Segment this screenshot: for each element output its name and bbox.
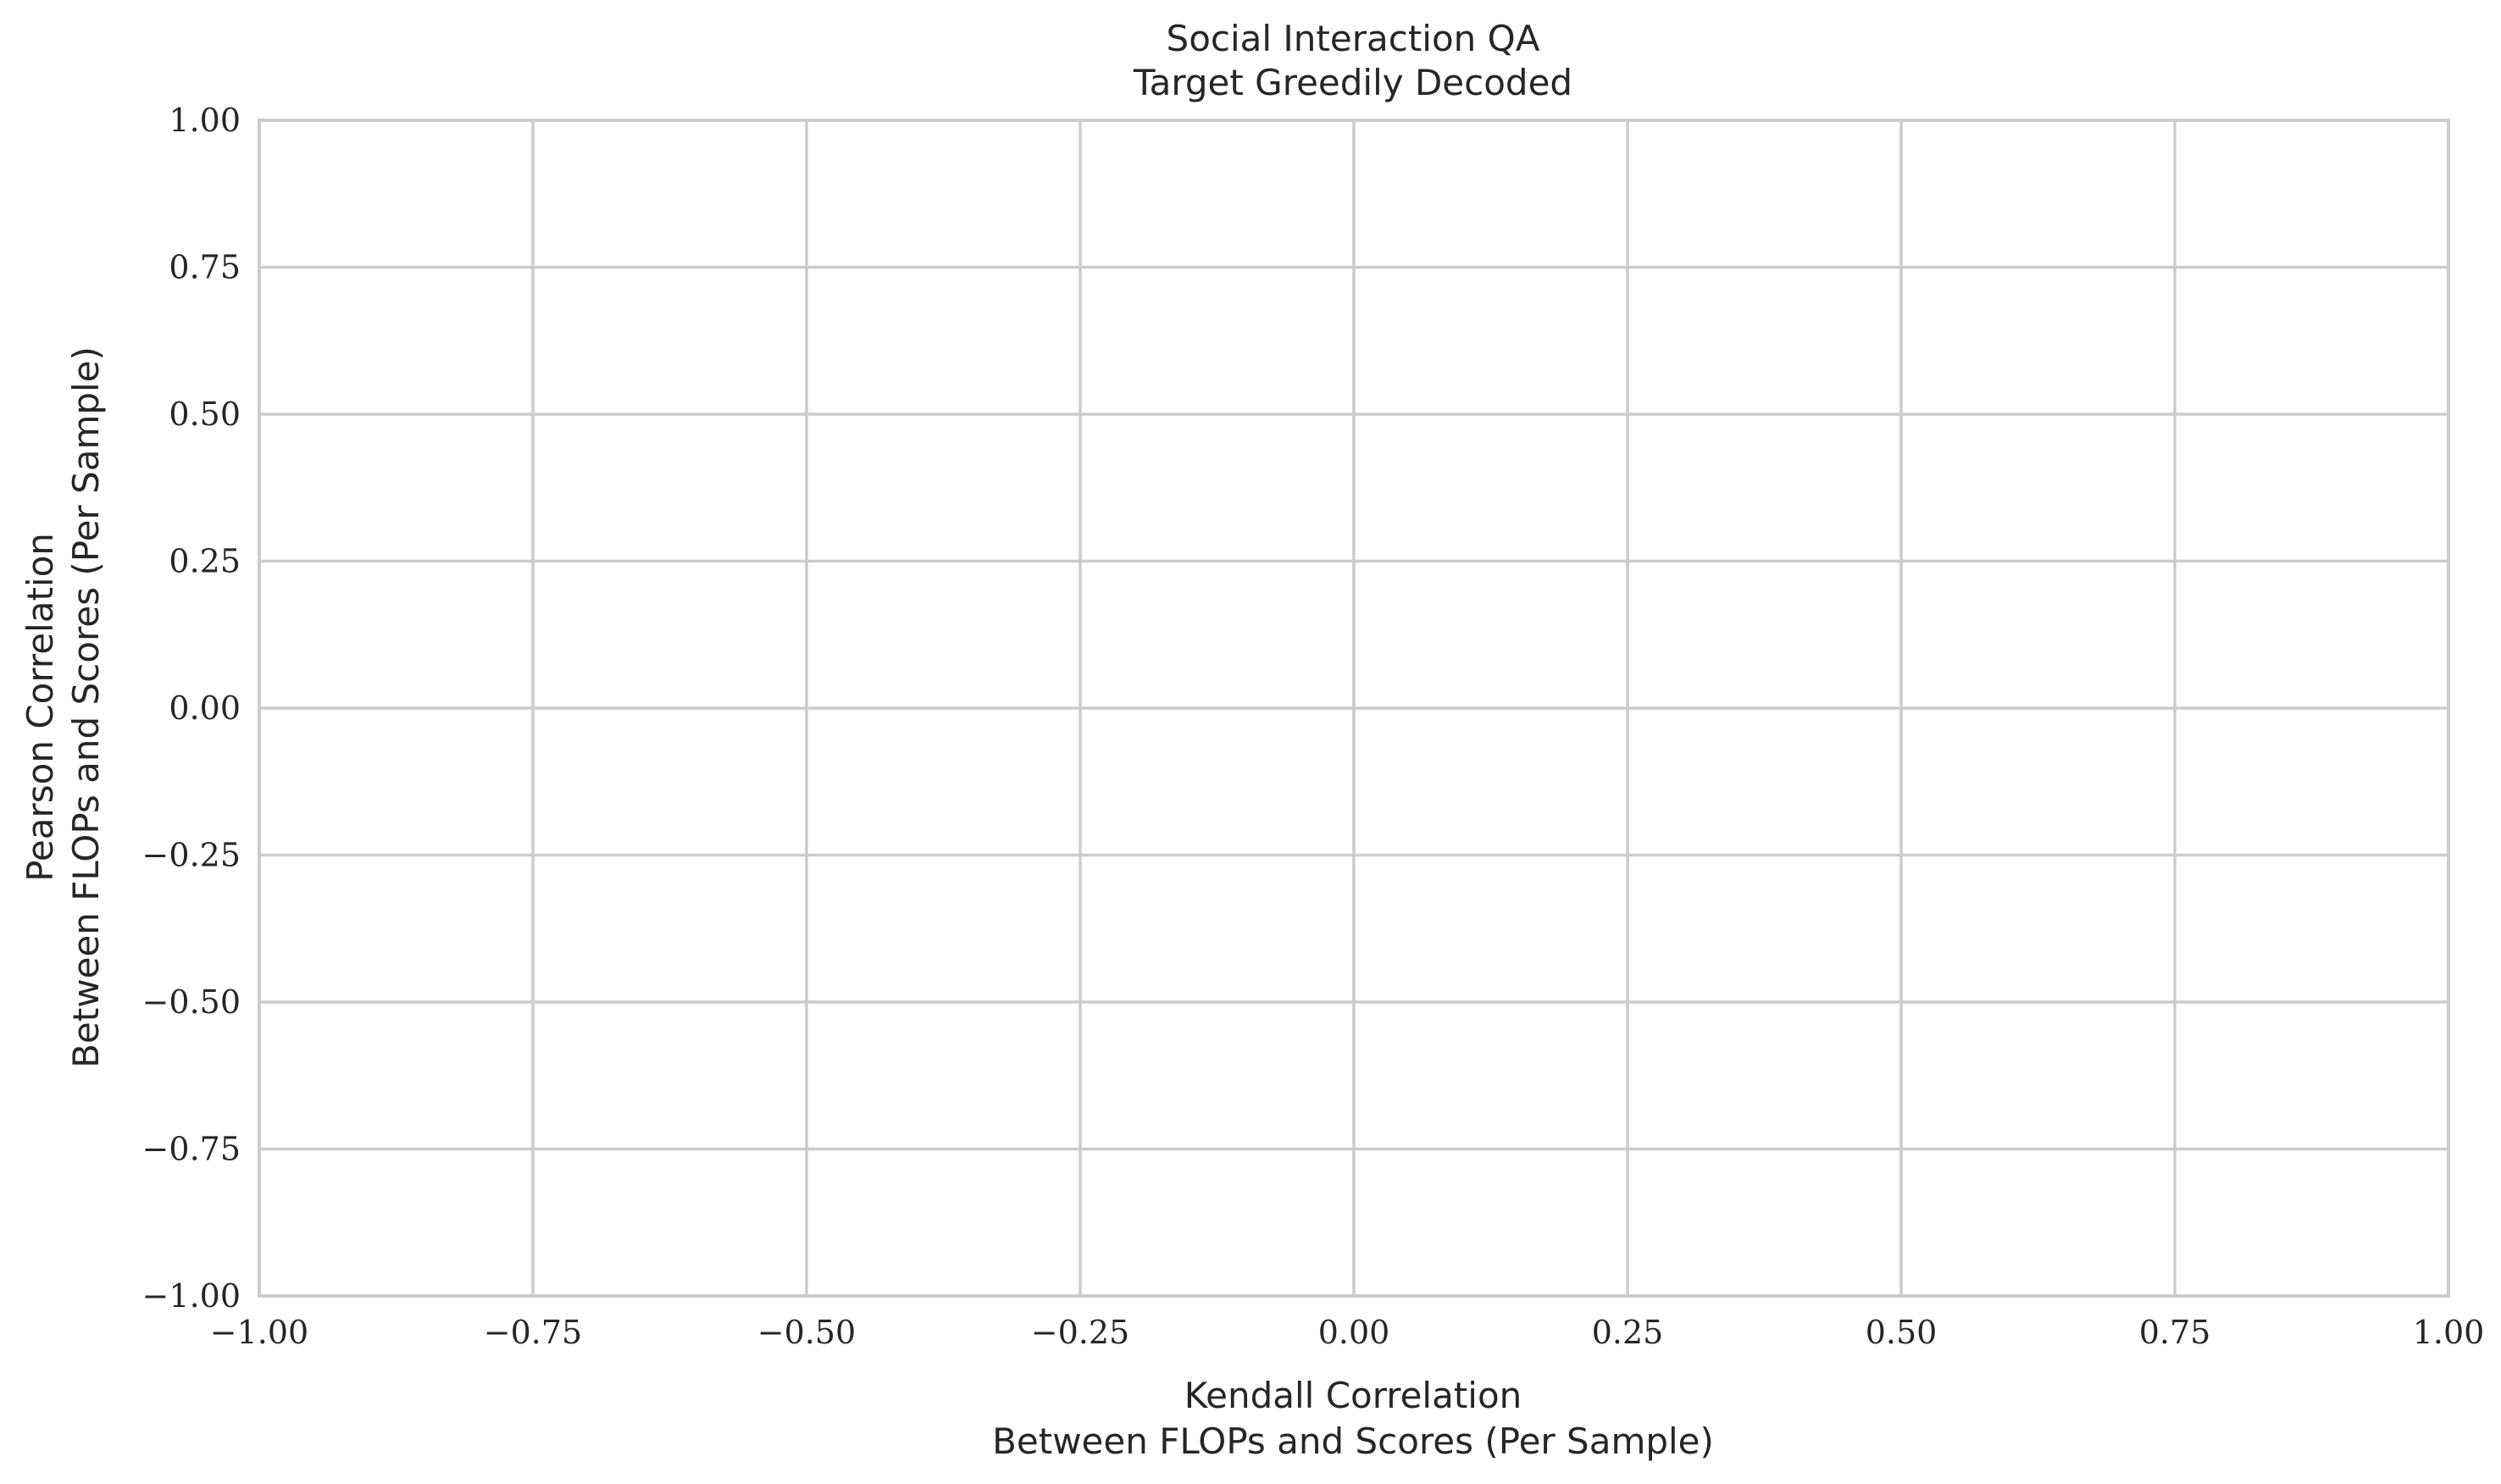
x-tick-labels: −1.00 −0.75 −0.50 −0.25 0.00 0.25 0.50 0.75 1.00 xyxy=(210,1314,2485,1351)
y-tick-labels: −1.00 −0.75 −0.50 −0.25 0.00 0.25 0.50 0.75 1.00 xyxy=(142,102,241,1315)
chart-subtitle: Target Greedily Decoded xyxy=(1133,62,1572,103)
y-tick-label: 0.25 xyxy=(169,543,241,580)
plot-frame xyxy=(258,119,2450,1298)
y-tick-label: −0.25 xyxy=(142,837,241,874)
y-tick-label: 1.00 xyxy=(169,102,241,139)
y-axis-label: Pearson Correlation xyxy=(19,533,61,882)
x-tick-label: 0.50 xyxy=(1866,1314,1938,1351)
x-tick-label: −1.00 xyxy=(210,1314,308,1351)
y-tick-label: 0.00 xyxy=(169,689,241,727)
y-tick-label: 0.75 xyxy=(169,249,241,286)
grid xyxy=(258,119,2450,1298)
x-tick-label: −0.50 xyxy=(757,1314,856,1351)
x-axis-label: Kendall Correlation xyxy=(1184,1375,1522,1416)
y-tick-label: −0.50 xyxy=(142,983,241,1021)
x-tick-label: 0.25 xyxy=(1592,1314,1664,1351)
y-tick-label: −1.00 xyxy=(142,1277,241,1315)
x-tick-label: 1.00 xyxy=(2413,1314,2485,1351)
x-axis-label-line2: Between FLOPs and Scores (Per Sample) xyxy=(992,1420,1714,1462)
x-tick-label: 0.75 xyxy=(2139,1314,2211,1351)
y-axis-label-line2: Between FLOPs and Scores (Per Sample) xyxy=(65,346,107,1068)
y-tick-label: −0.75 xyxy=(142,1131,241,1168)
x-tick-label: −0.75 xyxy=(484,1314,582,1351)
x-tick-label: 0.00 xyxy=(1318,1314,1390,1351)
y-tick-label: 0.50 xyxy=(169,396,241,433)
x-tick-label: −0.25 xyxy=(1031,1314,1129,1351)
chart-title: Social Interaction QA xyxy=(1167,18,1540,59)
